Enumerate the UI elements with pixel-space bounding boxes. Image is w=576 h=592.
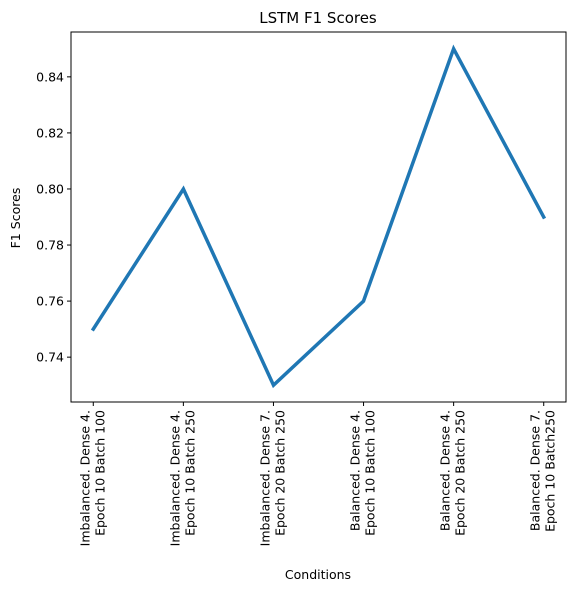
y-tick-label: 0.80 bbox=[36, 181, 64, 196]
x-tick-label-line: Epoch 20 Batch 250 bbox=[453, 410, 468, 536]
x-tick-label-line: Balanced. Dense 4. bbox=[348, 410, 363, 531]
y-tick-label: 0.84 bbox=[36, 69, 64, 84]
x-tick-label: Balanced. Dense 4. Epoch 20 Batch 250 bbox=[438, 410, 468, 536]
x-tick-label: Balanced. Dense 4. Epoch 10 Batch 100 bbox=[348, 410, 378, 536]
x-tick-label: Imbalanced. Dense 4. Epoch 10 Batch 100 bbox=[77, 410, 107, 546]
y-tick-label: 0.76 bbox=[36, 294, 64, 309]
x-tick-label-line: Epoch 10 Batch 100 bbox=[92, 410, 107, 536]
series-line bbox=[90, 44, 547, 389]
chart-title: LSTM F1 Scores bbox=[259, 9, 377, 27]
x-tick-label: Balanced. Dense 7. Epoch 10 Batch250 bbox=[528, 410, 558, 532]
x-tick-label: Imbalanced. Dense 4. Epoch 10 Batch 250 bbox=[167, 410, 197, 546]
x-tick-label-line: Balanced. Dense 4. bbox=[438, 410, 453, 531]
x-axis-title: Conditions bbox=[285, 567, 351, 582]
x-tick-label-line: Epoch 10 Batch 250 bbox=[182, 410, 197, 536]
y-tick-label: 0.78 bbox=[36, 238, 64, 253]
y-tick-label: 0.74 bbox=[36, 350, 64, 365]
x-tick-label: Imbalanced. Dense 7. Epoch 20 Batch 250 bbox=[257, 410, 287, 546]
x-tick-label-line: Epoch 10 Batch250 bbox=[543, 410, 558, 532]
x-tick-label-line: Epoch 20 Batch 250 bbox=[272, 410, 287, 536]
x-tick-label-line: Imbalanced. Dense 7. bbox=[257, 410, 272, 546]
y-tick-label: 0.82 bbox=[36, 125, 64, 140]
x-tick-label-line: Balanced. Dense 7. bbox=[528, 410, 543, 531]
x-tick-label-line: Imbalanced. Dense 4. bbox=[167, 410, 182, 546]
plot-area: 0.74 0.76 0.78 0.80 0.82 0.84 Imbalanced. Dens… bbox=[36, 31, 567, 546]
x-tick-label-line: Imbalanced. Dense 4. bbox=[77, 410, 92, 546]
x-tick-label-line: Epoch 10 Batch 100 bbox=[363, 410, 378, 536]
y-axis-title: F1 Scores bbox=[8, 188, 23, 249]
plot-frame bbox=[70, 31, 567, 403]
